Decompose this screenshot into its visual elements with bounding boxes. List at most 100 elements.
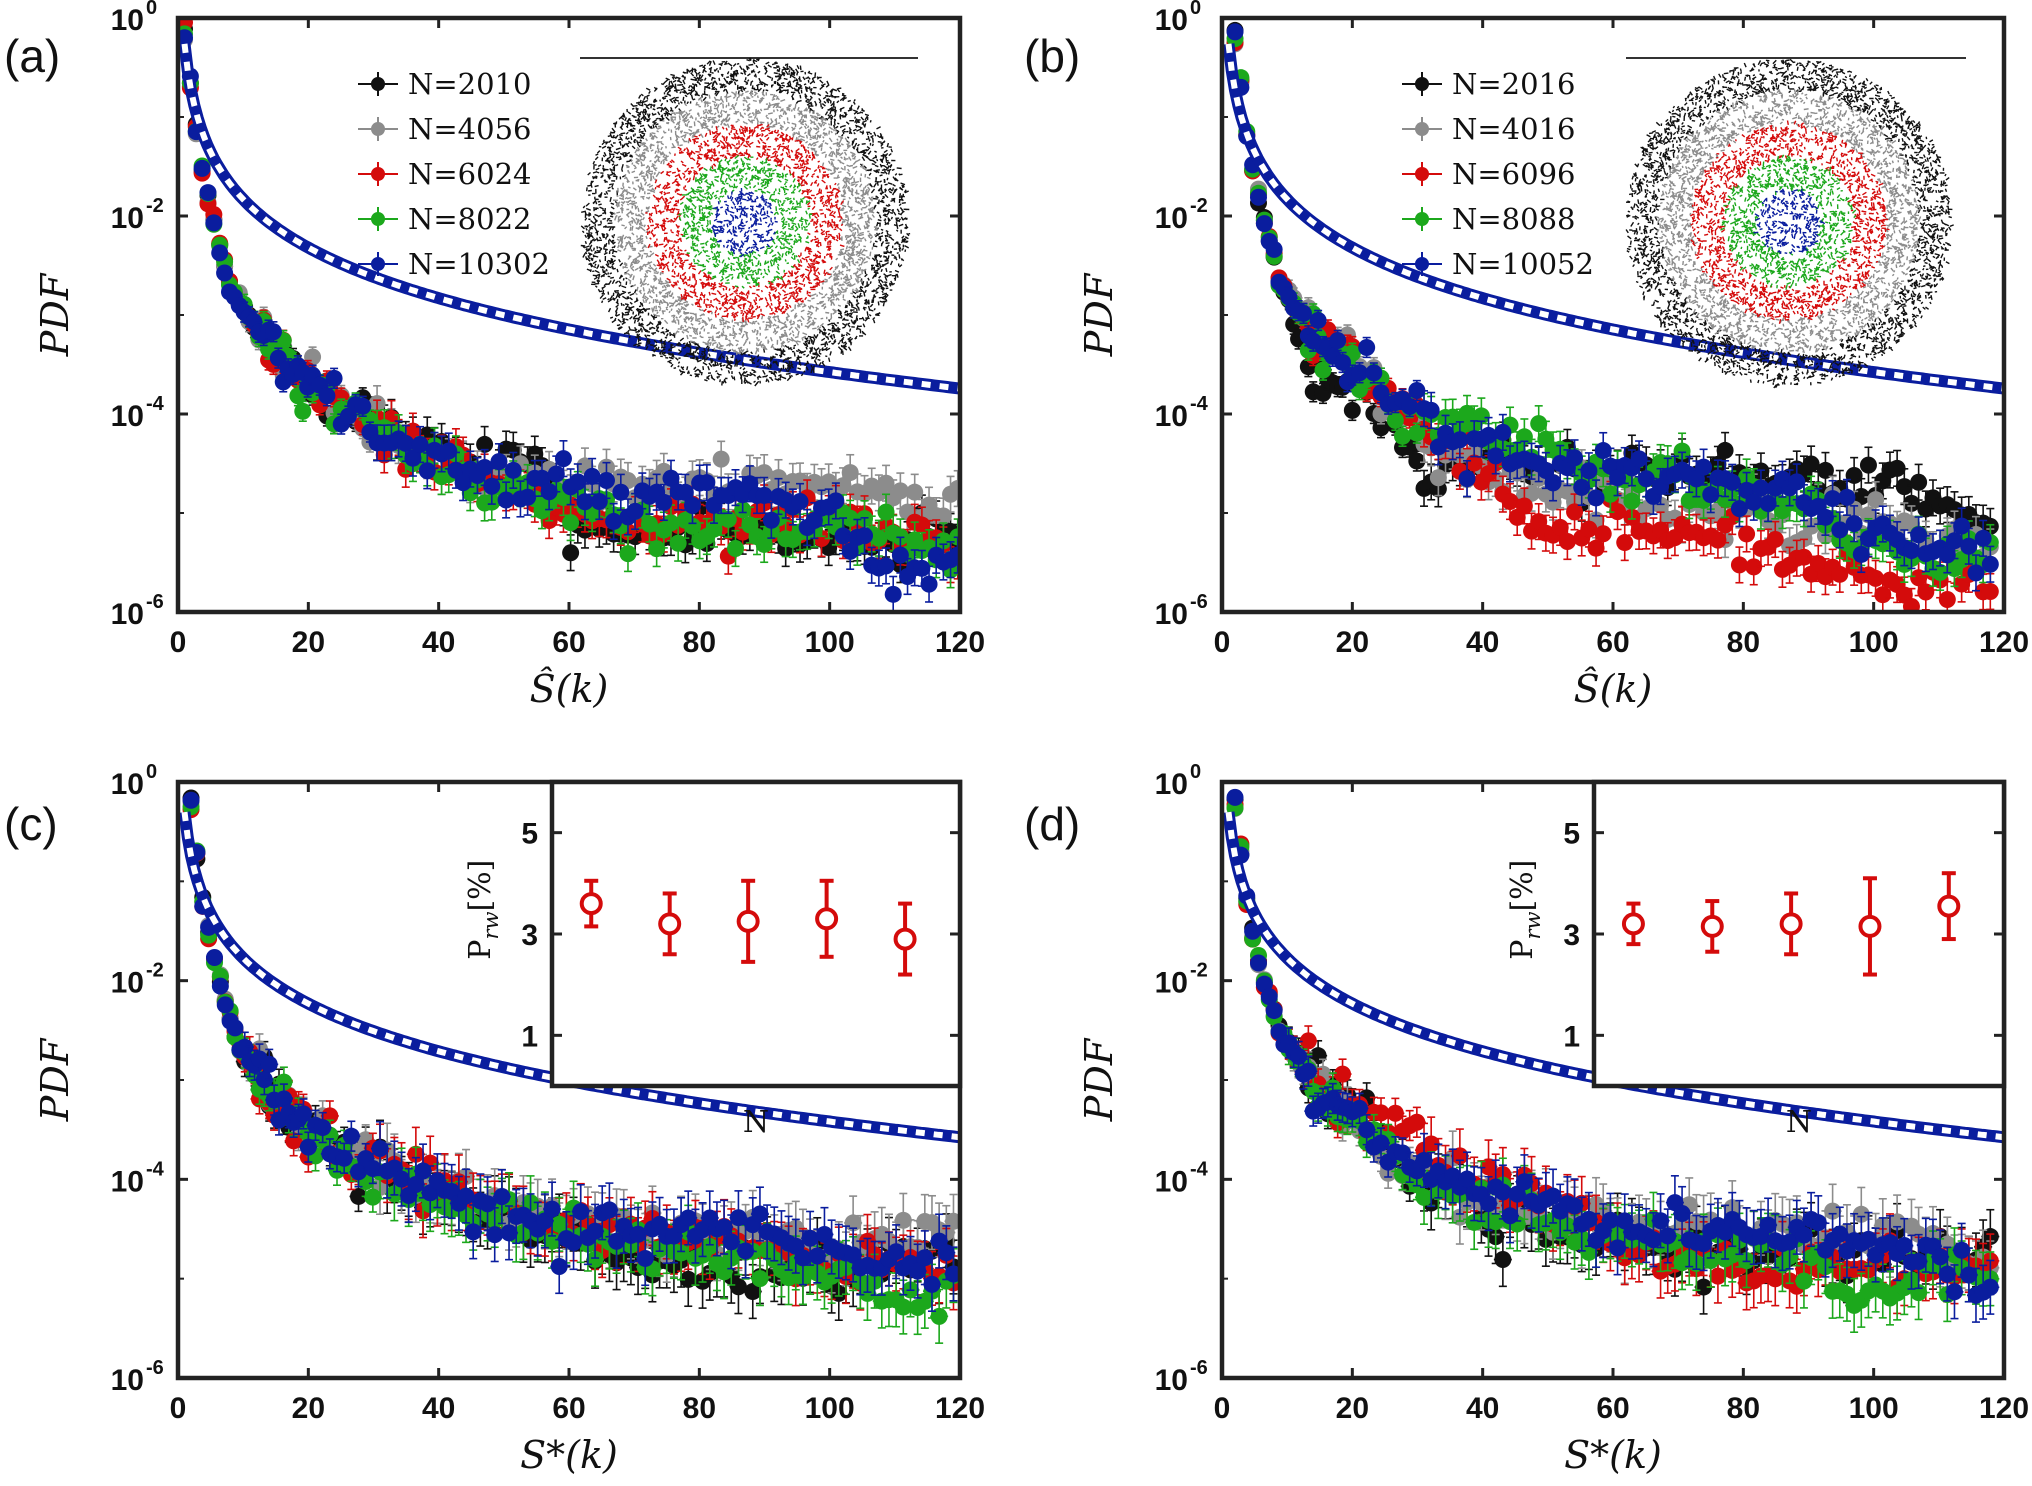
x-tick-label: 100 — [1849, 626, 1899, 659]
data-point — [1867, 569, 1885, 587]
fit-curve — [1225, 43, 2004, 392]
ring-black — [580, 57, 911, 387]
data-point — [418, 462, 436, 480]
data-point — [1609, 503, 1627, 521]
y-tick-label: 10 — [111, 400, 144, 433]
data-point — [318, 387, 336, 405]
data-point — [1386, 411, 1404, 429]
x-tick-label: 20 — [292, 626, 325, 659]
legend-marker — [1415, 167, 1429, 181]
data-point — [216, 264, 234, 282]
data-point — [1329, 331, 1347, 349]
ring-edges — [711, 187, 778, 258]
data-point — [1480, 426, 1498, 444]
data-point — [640, 515, 658, 533]
y-tick-exponent: -6 — [146, 591, 164, 613]
ring-gray — [1655, 88, 1922, 354]
data-point — [1824, 490, 1842, 508]
data-point — [1766, 530, 1784, 548]
data-point — [1981, 555, 1999, 573]
data-point — [1816, 508, 1834, 526]
data-point — [350, 1187, 368, 1205]
data-point — [1566, 449, 1584, 467]
data-point — [729, 1278, 747, 1296]
legend-label: N=10052 — [1452, 247, 1594, 281]
data-point — [1601, 485, 1619, 503]
legend-label: N=6096 — [1452, 157, 1575, 191]
data-point — [178, 29, 194, 47]
data-point — [605, 512, 623, 530]
data-point — [294, 402, 312, 420]
data-point — [1523, 484, 1541, 502]
fit-curve — [181, 43, 960, 392]
data-point — [490, 453, 508, 471]
panel-label: (b) — [1024, 30, 1080, 82]
data-point — [719, 510, 737, 528]
y-tick-exponent: -4 — [1190, 393, 1209, 415]
legend-marker — [371, 167, 385, 181]
data-point — [626, 502, 644, 520]
data-point — [841, 464, 859, 482]
data-point — [1816, 461, 1834, 479]
legend-marker — [1415, 257, 1429, 271]
legend-marker — [371, 122, 385, 136]
data-point — [1314, 361, 1332, 379]
ring-red — [645, 123, 845, 323]
data-layer — [1222, 21, 2004, 612]
panel-label: (c) — [4, 798, 58, 850]
legend-label: N=8022 — [408, 202, 531, 236]
ring-green — [1720, 154, 1857, 290]
y-tick-exponent: -2 — [1190, 195, 1208, 217]
data-point — [648, 540, 666, 558]
data-point — [1852, 545, 1870, 563]
legend-item: N=6024 — [358, 157, 531, 191]
data-point — [619, 545, 637, 563]
y-tick-label: 10 — [1155, 598, 1188, 631]
data-point — [1967, 564, 1985, 582]
data-point — [920, 575, 938, 593]
data-point — [1401, 397, 1419, 415]
data-point — [1501, 493, 1519, 511]
data-point — [612, 483, 630, 501]
data-point — [1451, 431, 1469, 449]
legend-marker — [371, 77, 385, 91]
data-point — [1537, 462, 1555, 480]
data-point — [1394, 427, 1412, 445]
ring-edges — [580, 57, 911, 387]
data-point — [1831, 521, 1849, 539]
legend-item: N=10302 — [358, 247, 550, 281]
series-n-10302 — [178, 29, 960, 612]
data-point — [1723, 473, 1741, 491]
data-point — [791, 493, 809, 511]
data-point — [1515, 428, 1533, 446]
data-point — [1343, 401, 1361, 419]
data-point — [1845, 515, 1863, 533]
legend-item: N=4056 — [358, 112, 531, 146]
data-point — [1422, 401, 1440, 419]
ring-black — [1625, 58, 1954, 389]
data-point — [683, 497, 701, 515]
data-point — [891, 546, 909, 564]
data-point — [1953, 517, 1971, 535]
data-point — [1580, 520, 1598, 538]
data-point — [576, 493, 594, 511]
data-point — [1249, 188, 1267, 206]
x-tick-label: 0 — [170, 626, 187, 659]
legend-label: N=4056 — [408, 112, 531, 146]
data-point — [1494, 423, 1512, 441]
data-point — [1695, 458, 1713, 476]
x-tick-label: 120 — [1979, 626, 2029, 659]
data-point — [655, 493, 673, 511]
legend-item: N=4016 — [1402, 112, 1575, 146]
x-tick-label: 60 — [1596, 626, 1629, 659]
data-point — [554, 450, 572, 468]
data-point — [877, 474, 895, 492]
data-point — [934, 507, 952, 525]
data-point — [1558, 532, 1576, 550]
data-point — [877, 557, 895, 575]
data-layer — [178, 18, 960, 612]
data-point — [193, 159, 211, 177]
ring-red — [1690, 120, 1890, 324]
